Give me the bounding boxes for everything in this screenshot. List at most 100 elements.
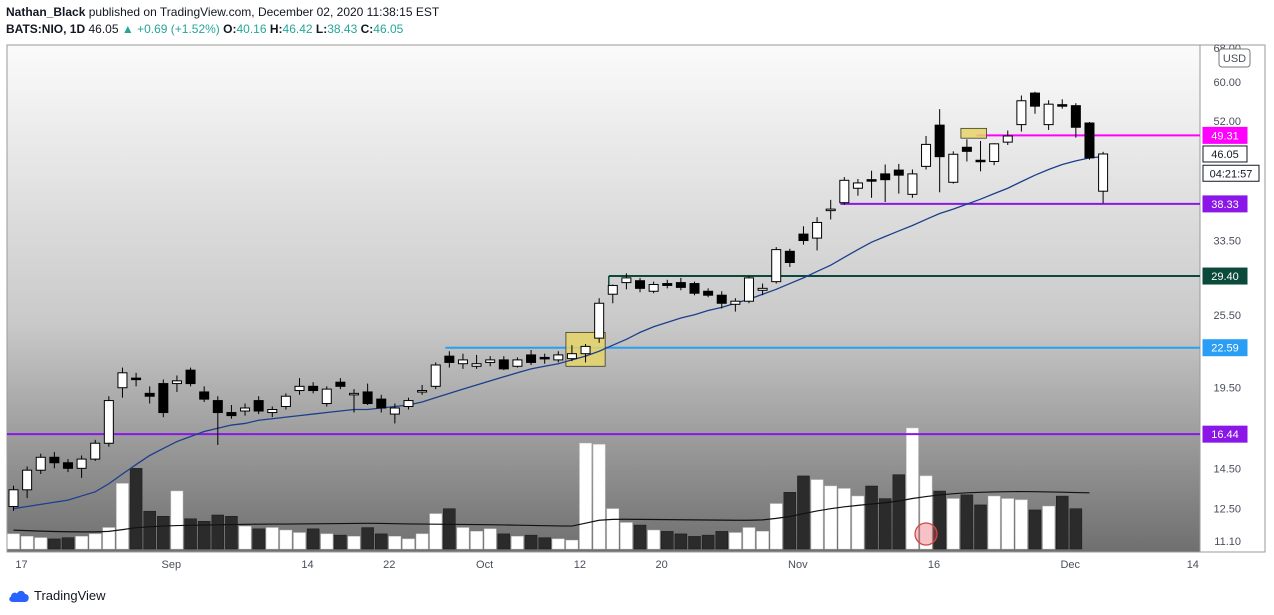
- volume-bar: [143, 510, 156, 550]
- candle-body: [1016, 100, 1027, 126]
- low-label: L:: [315, 22, 328, 36]
- volume-bar: [61, 537, 75, 550]
- candle-body: [22, 469, 33, 491]
- volume-bar: [688, 536, 701, 550]
- x-tick-label: 14: [1187, 559, 1199, 571]
- candle-body: [212, 400, 223, 414]
- price-label-box: [1202, 267, 1248, 285]
- candle-body: [1002, 135, 1013, 143]
- candle-body: [866, 179, 877, 182]
- candle-body: [743, 277, 754, 302]
- volume-bar: [756, 531, 769, 550]
- candle-body: [498, 359, 509, 370]
- volume-bar: [48, 538, 61, 550]
- candle-body: [880, 173, 891, 181]
- volume-bar: [592, 444, 606, 550]
- candle-body: [471, 363, 482, 367]
- candle-body: [648, 283, 659, 292]
- open-label: O:: [223, 22, 237, 36]
- volume-bar: [361, 527, 374, 550]
- candle-body: [893, 169, 904, 176]
- candle-body: [1070, 105, 1081, 128]
- candle-body: [376, 398, 387, 409]
- candle-body: [989, 143, 1000, 162]
- candle-body: [621, 277, 632, 284]
- volume-bar: [661, 531, 674, 550]
- volume-bar: [470, 531, 483, 550]
- y-tick-label: 33.50: [1213, 236, 1241, 248]
- volume-bar: [1028, 509, 1042, 550]
- candle-body: [812, 221, 823, 239]
- volume-bar: [116, 483, 129, 550]
- candle-body: [1043, 103, 1054, 126]
- price-label-text: 29.40: [1211, 271, 1239, 283]
- volume-bar: [1055, 495, 1069, 550]
- candle-body: [784, 250, 795, 264]
- volume-bar: [729, 532, 742, 550]
- volume-bar: [238, 526, 252, 550]
- candle-body: [948, 153, 959, 183]
- tradingview-brand: TradingView: [34, 588, 106, 603]
- chart-header: Nathan_Black published on TradingView.co…: [6, 4, 439, 38]
- candle-body: [103, 400, 114, 444]
- volume-bar: [769, 503, 783, 550]
- high-label: H:: [269, 22, 283, 36]
- publisher-name[interactable]: Nathan_Black: [6, 5, 86, 19]
- candle-body: [662, 283, 673, 286]
- volume-bar: [892, 474, 906, 550]
- symbol-label[interactable]: BATS:NIO, 1D: [6, 22, 86, 36]
- volume-bar: [347, 536, 361, 550]
- volume-bar: [1015, 499, 1028, 550]
- candle-body: [335, 381, 346, 387]
- currency-badge[interactable]: USD: [1218, 48, 1251, 68]
- price-label-text: 49.31: [1211, 130, 1239, 142]
- candle-body: [553, 354, 564, 361]
- candle-body: [90, 442, 101, 460]
- candle-body: [907, 173, 918, 195]
- candle-body: [539, 356, 550, 360]
- volume-bar: [974, 504, 987, 550]
- candle-body: [594, 302, 605, 339]
- volume-bar: [279, 529, 293, 550]
- volume-bar: [334, 534, 347, 550]
- low-value: 38.43: [327, 22, 358, 36]
- volume-bar: [75, 536, 88, 550]
- volume-bar: [211, 514, 225, 550]
- currency-label: USD: [1223, 53, 1246, 65]
- y-tick-label: 14.50: [1213, 463, 1241, 475]
- candle-body: [49, 456, 60, 464]
- price-axis-label: 46.05: [1202, 145, 1248, 163]
- candle-body: [485, 359, 496, 363]
- candle-body: [961, 146, 972, 152]
- candle-body: [839, 179, 850, 204]
- candle-body: [1084, 122, 1095, 159]
- x-tick-label: Dec: [1060, 559, 1080, 571]
- close-value: 46.05: [373, 22, 404, 36]
- x-tick-label: Oct: [476, 559, 493, 571]
- open-value: 40.16: [236, 22, 267, 36]
- high-value: 46.42: [282, 22, 313, 36]
- candle-body: [635, 280, 646, 289]
- volume-bar: [443, 508, 456, 550]
- candle-body: [267, 409, 278, 414]
- x-tick-label: 20: [656, 559, 668, 571]
- x-tick-label: 12: [574, 559, 586, 571]
- candle-body: [417, 390, 428, 393]
- candle-body: [457, 359, 468, 365]
- volume-bar: [824, 485, 837, 550]
- volume-bar: [266, 527, 279, 550]
- candle-body: [35, 456, 46, 471]
- volume-bar: [388, 536, 402, 550]
- volume-bar: [620, 522, 633, 550]
- y-tick-label: 60.00: [1213, 77, 1241, 89]
- volume-bar: [947, 498, 960, 550]
- x-tick-label: 17: [15, 559, 27, 571]
- volume-bar: [1042, 505, 1055, 550]
- candle-body: [689, 283, 700, 294]
- candle-body: [798, 233, 809, 242]
- volume-bar: [783, 492, 797, 550]
- price-axis-label: 49.31: [1202, 126, 1248, 144]
- footer-brand[interactable]: TradingView: [8, 588, 106, 603]
- price-axis-label: 16.44: [1202, 425, 1248, 443]
